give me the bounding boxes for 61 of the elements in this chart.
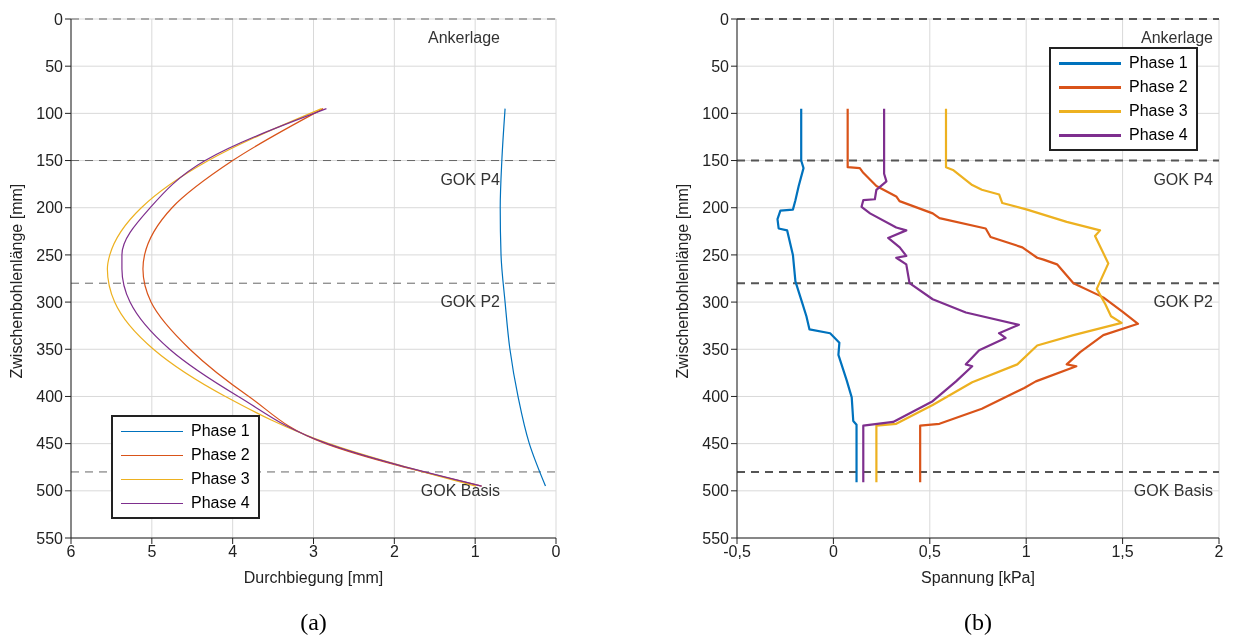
y-tick-label: 0: [720, 10, 730, 28]
x-tick-label: 0,5: [918, 543, 942, 561]
y-tick-label: 300: [702, 293, 730, 311]
y-axis-title: Zwischenbohlenlänge [mm]: [7, 183, 25, 379]
x-tick-label: 3: [309, 543, 319, 561]
x-tick-label: 0: [551, 543, 561, 561]
legend-label: Phase 3: [191, 469, 250, 489]
y-tick-label: 450: [36, 435, 64, 453]
ref-line-label: Ankerlage: [427, 29, 501, 46]
x-tick-label: 2: [1214, 543, 1224, 561]
y-tick-label: 400: [36, 388, 64, 406]
y-tick-label: 150: [36, 152, 64, 170]
y-tick-label: 350: [36, 340, 64, 358]
y-tick-label: 500: [36, 482, 64, 500]
y-tick-label: 350: [702, 340, 730, 358]
x-tick-label: 0: [828, 543, 838, 561]
y-tick-label: 50: [45, 57, 64, 75]
line-series: [499, 108, 547, 487]
legend-label: Phase 3: [1129, 101, 1188, 121]
legend-label: Phase 1: [1129, 53, 1188, 73]
ref-line-label: GOK P2: [1153, 293, 1214, 311]
text: (b): [963, 609, 993, 636]
y-tick-label: 500: [702, 482, 730, 500]
ref-line-label: Ankerlage: [1140, 29, 1214, 46]
x-axis-title: Durchbiegung [mm]: [243, 569, 384, 586]
line-series: [875, 107, 1123, 484]
y-tick-label: 250: [36, 246, 64, 264]
text: (a): [299, 609, 328, 636]
line-series: [860, 107, 1020, 484]
legend-label: Phase 2: [1129, 77, 1188, 97]
ref-line-label: GOK P4: [440, 170, 501, 188]
y-tick-label: 100: [702, 105, 730, 123]
legend-label: Phase 2: [191, 445, 250, 465]
y-tick-label: 200: [702, 199, 730, 217]
ref-line-label: GOK Basis: [420, 481, 500, 499]
x-tick-label: 4: [228, 543, 238, 561]
y-tick-label: 150: [702, 152, 730, 170]
y-tick-label: 550: [36, 529, 64, 547]
ref-line-label: GOK Basis: [1133, 481, 1213, 499]
y-tick-label: 0: [54, 10, 64, 28]
x-tick-label: 5: [147, 543, 157, 561]
x-tick-label: 1: [1021, 543, 1031, 561]
y-tick-label: 450: [702, 435, 730, 453]
y-tick-label: 300: [36, 293, 64, 311]
x-tick-label: 2: [389, 543, 399, 561]
x-tick-label: 1,5: [1111, 543, 1134, 561]
ref-line-label: GOK P2: [440, 293, 501, 311]
legend-label: Phase 4: [191, 493, 250, 513]
y-tick-label: 200: [36, 199, 64, 217]
x-tick-label: 1: [470, 543, 480, 561]
legend-label: Phase 4: [1129, 125, 1188, 145]
y-tick-label: 100: [36, 105, 64, 123]
x-axis-title: Spannung [kPa]: [921, 569, 1035, 586]
ref-line-label: GOK P4: [1153, 170, 1214, 188]
x-tick-label: 6: [66, 543, 76, 561]
line-series: [776, 107, 858, 484]
legend-label: Phase 1: [191, 421, 250, 441]
y-tick-label: 250: [702, 246, 730, 264]
y-axis-title: Zwischenbohlenlänge [mm]: [673, 183, 691, 379]
y-tick-label: 400: [702, 388, 730, 406]
y-tick-label: 50: [711, 57, 730, 75]
